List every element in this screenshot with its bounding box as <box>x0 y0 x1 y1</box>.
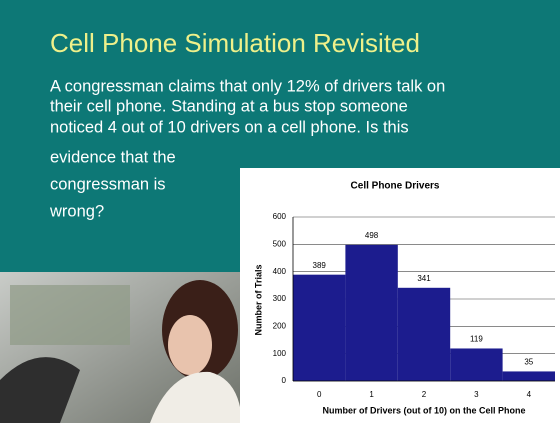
x-tick-label: 4 <box>527 390 532 399</box>
x-tick-label: 1 <box>369 390 374 399</box>
y-tick-label: 500 <box>273 239 287 248</box>
body-line: noticed 4 out of 10 drivers on a cell ph… <box>50 118 409 136</box>
bar <box>293 275 345 381</box>
data-label: 498 <box>365 231 379 240</box>
x-tick-label: 2 <box>422 390 427 399</box>
slide: Cell Phone Simulation Revisited A congre… <box>0 0 560 423</box>
slide-canvas: Cell Phone Simulation Revisited A congre… <box>0 0 560 423</box>
y-tick-label: 400 <box>273 267 287 276</box>
bar <box>450 348 502 381</box>
x-tick-label: 0 <box>317 390 322 399</box>
data-label: 341 <box>417 274 431 283</box>
y-axis-label: Number of Trials <box>253 264 263 335</box>
bar <box>345 245 397 381</box>
chart-title: Cell Phone Drivers <box>351 181 440 192</box>
bar <box>398 288 450 381</box>
y-tick-label: 200 <box>273 321 287 330</box>
x-axis-label: Number of Drivers (out of 10) on the Cel… <box>322 405 525 415</box>
y-tick-label: 600 <box>273 212 287 221</box>
bar <box>503 371 555 381</box>
photo <box>0 272 242 423</box>
slide-title: Cell Phone Simulation Revisited <box>50 28 420 58</box>
body-line: A congressman claims that only 12% of dr… <box>50 77 445 95</box>
body-line: evidence that the <box>50 148 176 166</box>
data-label: 35 <box>524 358 533 367</box>
body-line: wrong? <box>49 202 104 220</box>
y-tick-label: 0 <box>282 376 287 385</box>
y-tick-label: 100 <box>273 349 287 358</box>
y-tick-label: 300 <box>273 294 287 303</box>
data-label: 389 <box>313 261 327 270</box>
x-tick-label: 3 <box>474 390 479 399</box>
data-label: 119 <box>470 335 483 344</box>
body-line: their cell phone. Standing at a bus stop… <box>50 97 408 115</box>
body-line: congressman is <box>50 175 166 193</box>
